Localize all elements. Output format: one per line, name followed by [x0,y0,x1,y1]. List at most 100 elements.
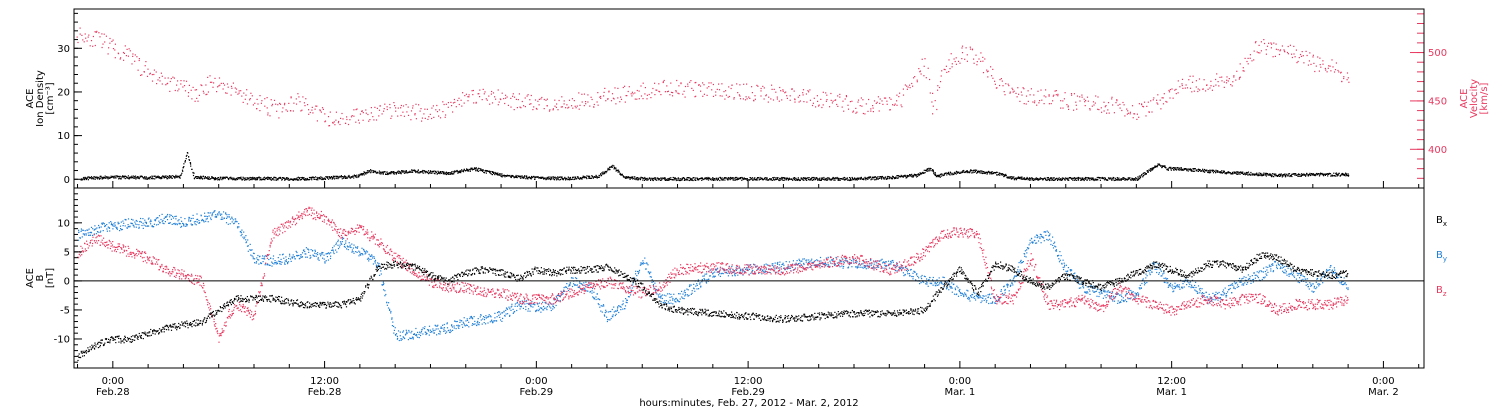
data-point [245,239,247,241]
data-point [531,301,533,303]
data-point [156,217,159,219]
data-point [563,100,565,102]
data-point [469,316,471,318]
data-point [608,91,610,93]
data-point [1171,167,1174,169]
data-point [682,93,684,95]
data-point [732,177,734,179]
data-point [1244,57,1246,59]
data-point [192,214,194,216]
data-point [1252,173,1254,175]
data-point [1162,97,1164,99]
data-point [1073,179,1075,181]
data-point [111,175,114,177]
data-point [120,57,122,59]
data-point [357,246,359,248]
data-point [525,308,527,311]
data-point [231,177,233,179]
data-point [97,231,99,233]
data-point [672,176,674,179]
data-point [1247,63,1249,65]
data-point [821,178,823,180]
data-point [624,101,626,103]
data-point [188,218,190,220]
data-point [702,178,704,180]
data-point [178,219,180,221]
data-point [837,95,839,97]
data-point [897,177,899,179]
data-point [1077,176,1079,179]
data-point [1305,50,1307,52]
data-point [1260,41,1262,43]
data-point [135,178,137,180]
data-point [185,155,187,157]
data-point [327,252,329,254]
data-point [591,98,593,101]
data-point [309,111,311,114]
data-point [660,179,662,181]
data-point [920,73,922,75]
data-point [177,220,179,222]
data-point [1041,178,1044,180]
data-point [479,96,481,98]
data-point [504,315,506,317]
data-point [421,117,423,119]
data-point [883,178,885,180]
data-point [157,79,159,81]
data-point [188,159,190,161]
data-point [346,245,348,247]
data-point [651,177,653,179]
data-point [1206,84,1208,86]
data-point [186,154,188,156]
data-point [310,176,312,178]
data-point [274,179,276,181]
data-point [326,256,328,258]
data-point [440,172,443,174]
data-point [578,92,580,94]
data-point [645,178,647,181]
data-point [1117,179,1119,181]
data-point [153,175,155,177]
data-point [580,177,582,179]
data-point [298,254,300,257]
data-point [556,296,558,298]
data-point [303,178,305,180]
data-point [366,251,369,253]
data-point [852,111,854,113]
data-point [459,170,461,173]
data-point [92,228,94,230]
data-point [890,98,892,100]
data-point [325,176,327,178]
data-point [1160,108,1162,110]
data-point [794,99,796,101]
data-point [1016,177,1018,179]
data-point [1004,94,1006,96]
data-point [393,173,396,175]
data-point [424,108,426,110]
data-point [209,81,212,83]
data-point [609,169,611,171]
data-point [456,170,458,172]
data-point [1313,174,1315,176]
data-point [497,312,499,314]
data-point [916,176,918,178]
data-point [600,173,602,175]
data-point [452,170,454,173]
data-point [328,176,331,178]
data-point [634,92,636,94]
data-point [1228,171,1230,173]
data-point [1160,165,1162,167]
data-point [573,176,575,178]
data-point [521,175,523,177]
data-point [462,170,464,172]
data-point [650,178,652,180]
data-point [572,176,574,179]
data-point [941,70,943,72]
data-point [272,258,274,260]
data-point [393,332,395,334]
data-point [449,329,451,331]
data-point [350,116,353,118]
data-point [583,176,585,179]
data-point [392,173,395,175]
data-point [1085,99,1087,102]
